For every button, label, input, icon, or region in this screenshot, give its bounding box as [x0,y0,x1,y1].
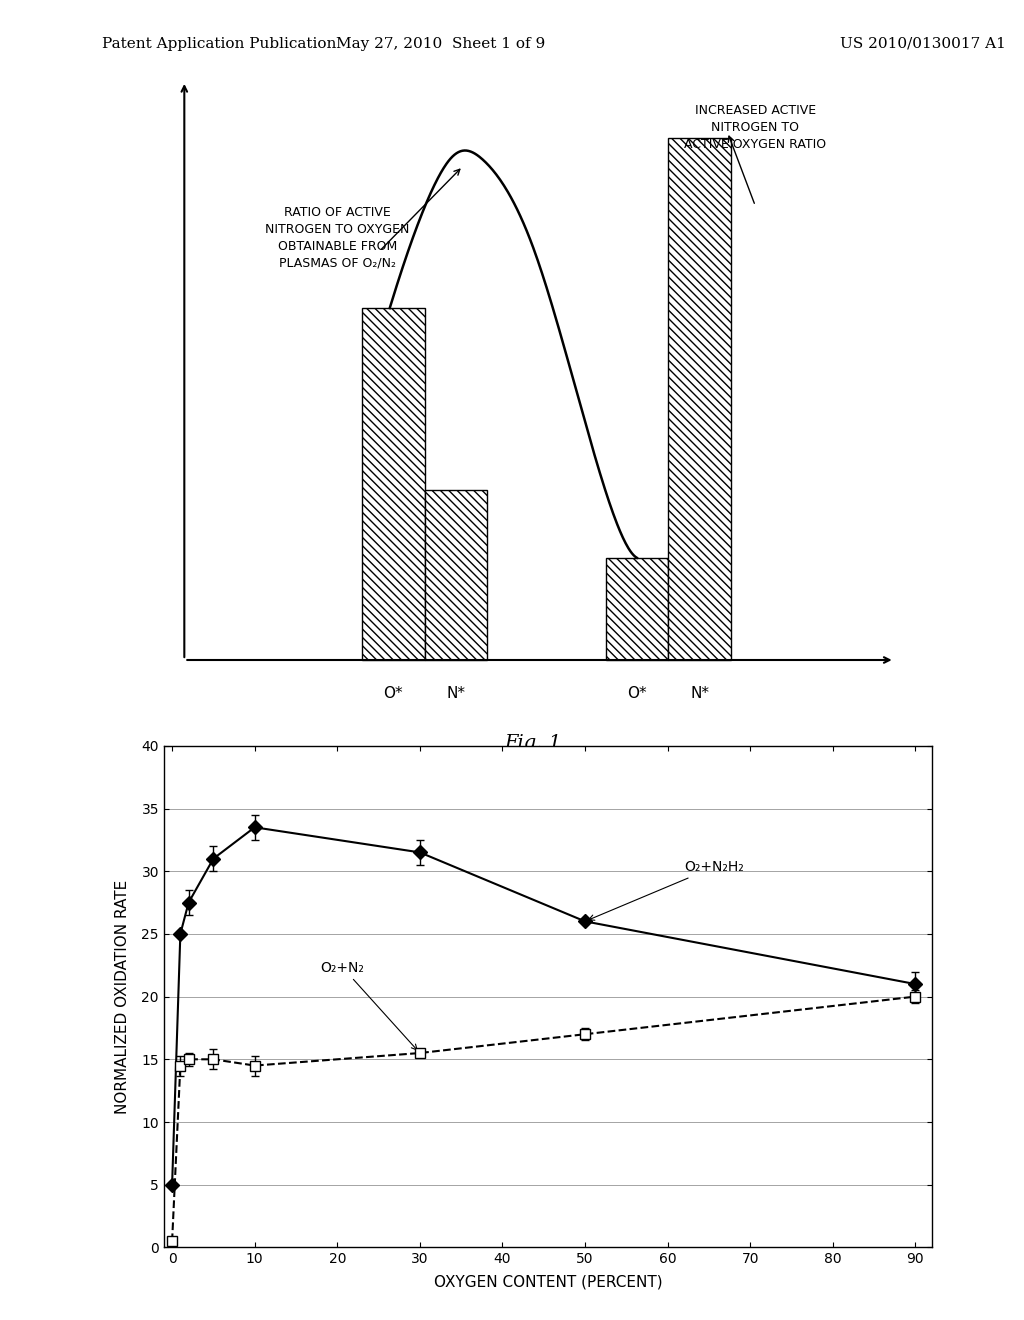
Text: O₂+N₂H₂: O₂+N₂H₂ [589,861,743,920]
Text: N*: N* [690,685,709,701]
Text: N*: N* [446,685,465,701]
Text: RATIO OF ACTIVE
NITROGEN TO OXYGEN
OBTAINABLE FROM
PLASMAS OF O₂/N₂: RATIO OF ACTIVE NITROGEN TO OXYGEN OBTAI… [265,206,410,269]
Text: May 27, 2010  Sheet 1 of 9: May 27, 2010 Sheet 1 of 9 [336,37,545,51]
Bar [361,308,425,660]
Bar [669,137,731,660]
Bar [425,490,487,660]
Text: O*: O* [383,685,403,701]
Text: INCREASED ACTIVE
NITROGEN TO
ACTIVE OXYGEN RATIO: INCREASED ACTIVE NITROGEN TO ACTIVE OXYG… [684,104,826,150]
Y-axis label: NORMALIZED OXIDATION RATE: NORMALIZED OXIDATION RATE [116,879,130,1114]
Text: Patent Application Publication: Patent Application Publication [102,37,337,51]
Text: Fig. 1: Fig. 1 [504,734,561,752]
Bar [605,558,669,660]
Text: O₂+N₂: O₂+N₂ [321,961,417,1049]
Text: O*: O* [627,685,647,701]
Text: US 2010/0130017 A1: US 2010/0130017 A1 [840,37,1006,51]
X-axis label: OXYGEN CONTENT (PERCENT): OXYGEN CONTENT (PERCENT) [433,1275,663,1290]
